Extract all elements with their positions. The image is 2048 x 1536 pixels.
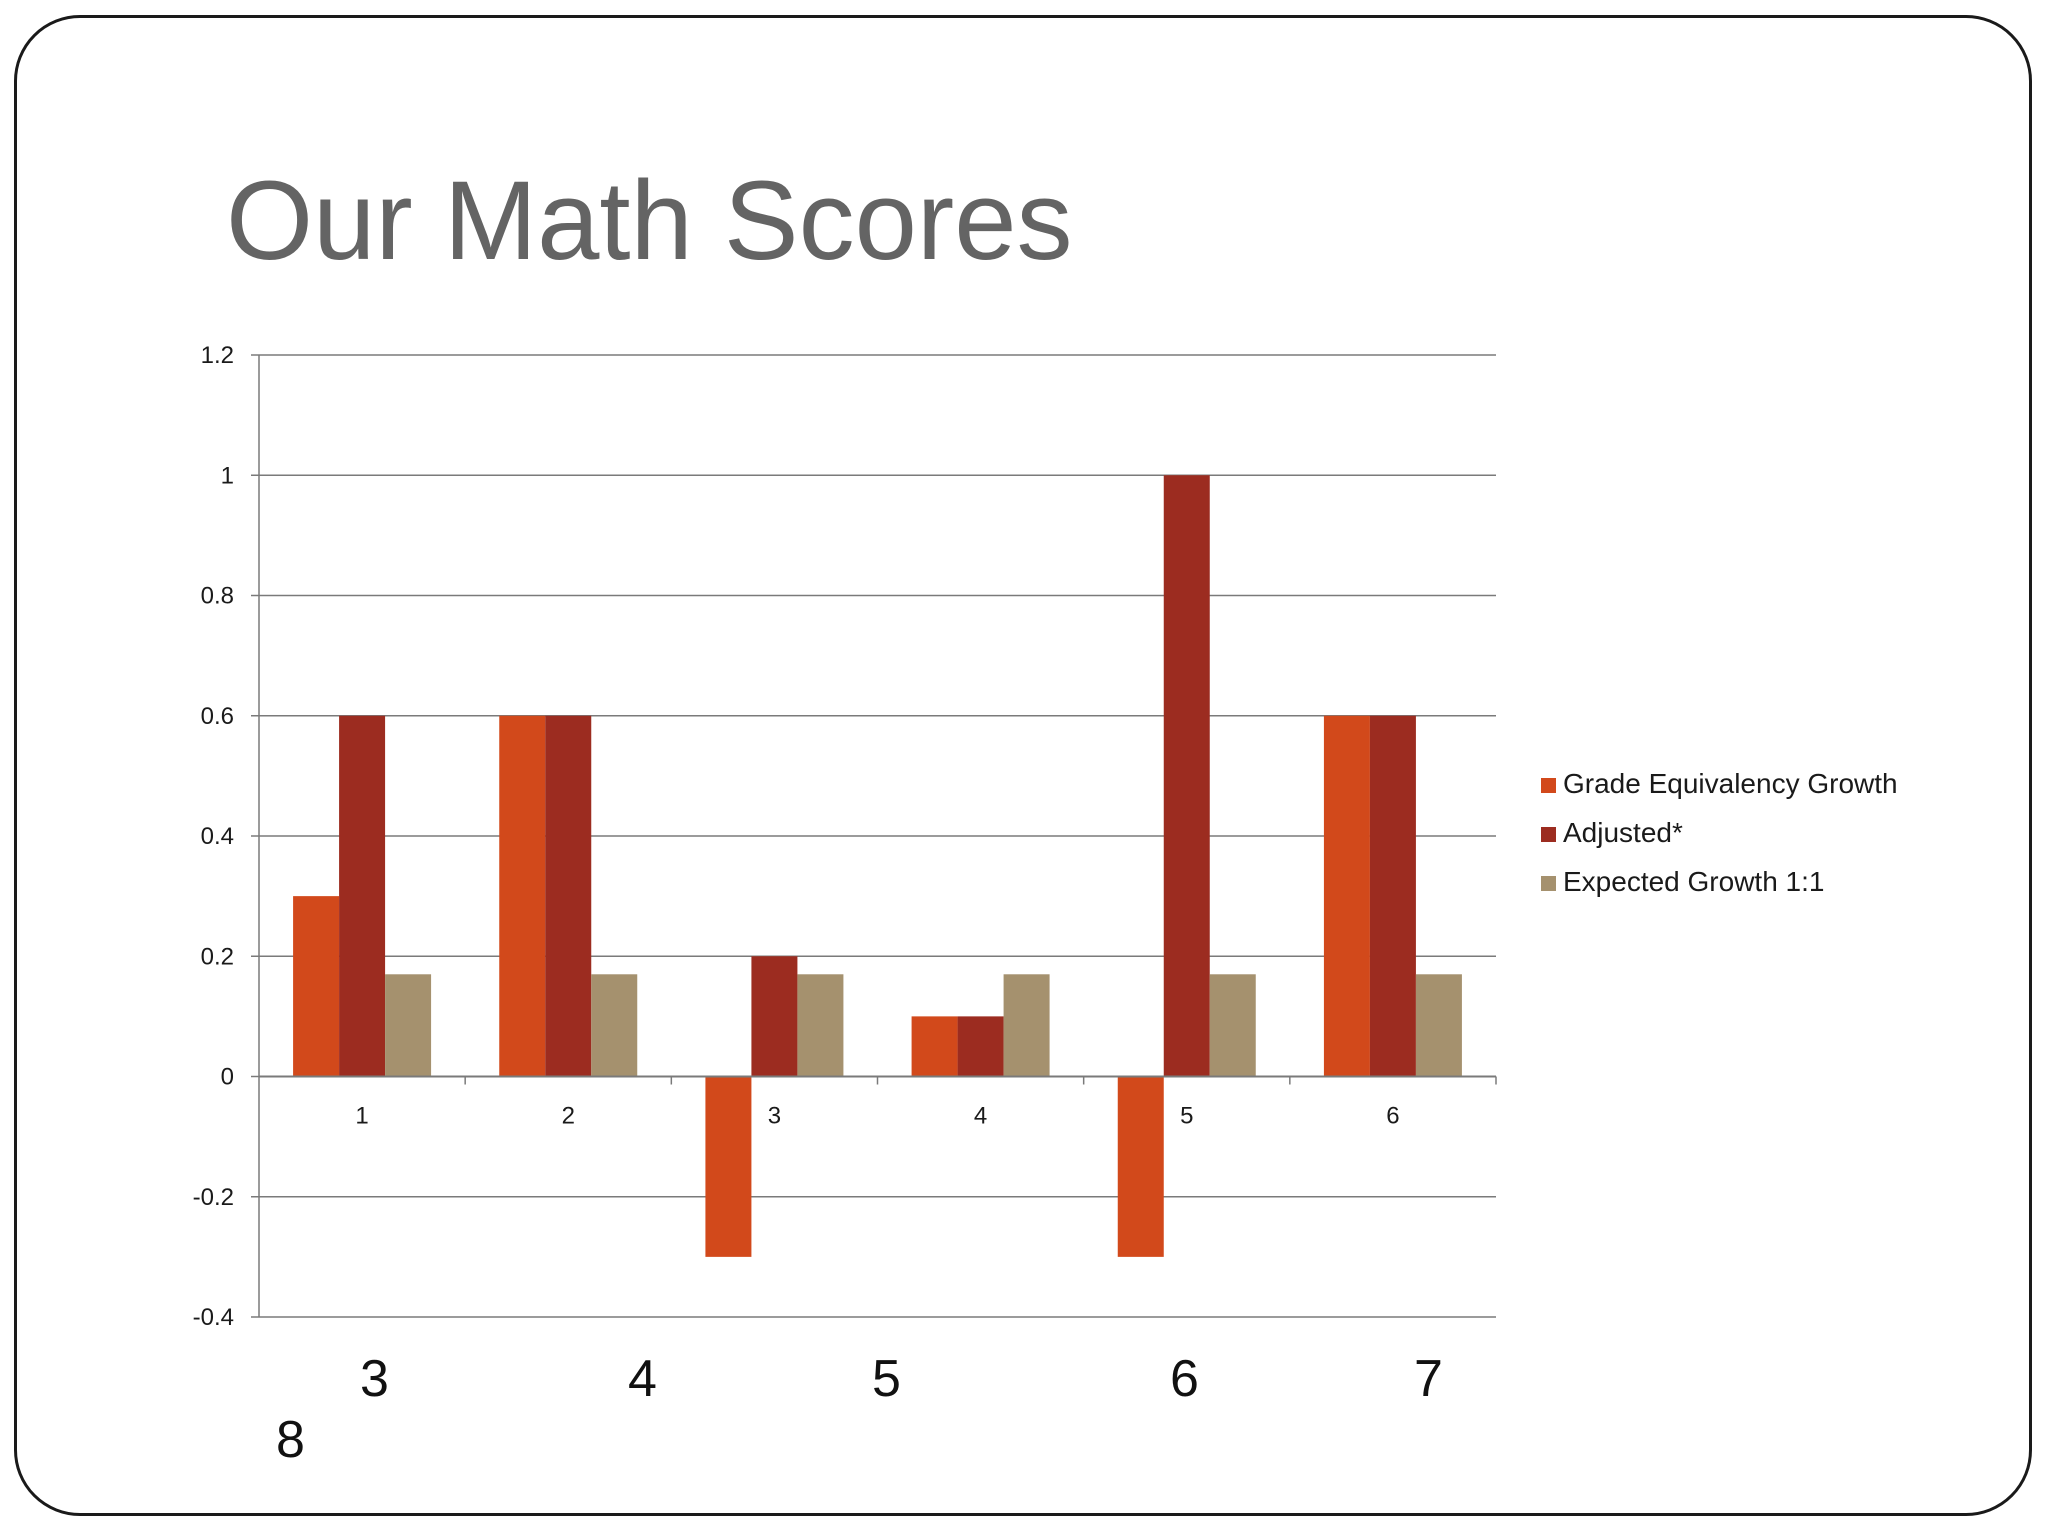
legend-swatch: [1541, 778, 1556, 793]
bar-1-4: [911, 1016, 958, 1077]
bar-1-6: [1323, 715, 1370, 1077]
y-tick-label: -0.4: [193, 1304, 234, 1331]
x-tick-label: 5: [1180, 1103, 1193, 1130]
legend-label: Adjusted*: [1563, 817, 1683, 848]
bar-3-3: [797, 974, 844, 1077]
bar-1-5: [1117, 1076, 1164, 1257]
y-tick-label: 1.2: [201, 342, 234, 369]
slide-title: Our Math Scores: [226, 158, 1073, 283]
x-tick-label: 1: [355, 1103, 368, 1130]
y-tick-label: 0: [221, 1064, 234, 1091]
y-tick-labels: 1.2 1 0.8 0.6 0.4 0.2 0 -0.2 -0.4: [193, 342, 234, 1331]
x-tick-label: 2: [562, 1103, 575, 1130]
bar-2-5: [1163, 475, 1210, 1077]
x-tick-label: 3: [768, 1103, 781, 1130]
bar-1-1: [293, 896, 340, 1077]
bar-2-3: [751, 956, 798, 1077]
bar-1-2: [499, 715, 546, 1077]
grade-label-4: 4: [628, 1350, 657, 1408]
legend-label: Grade Equivalency Growth: [1563, 768, 1898, 799]
bar-2-2: [545, 715, 592, 1077]
y-tick-label: 0.6: [201, 703, 234, 730]
grade-label-8: 8: [276, 1411, 305, 1469]
x-tick-labels: 1 2 3 4 5 6: [355, 1103, 1399, 1130]
grade-label-6: 6: [1170, 1350, 1199, 1408]
bar-2-6: [1369, 715, 1416, 1077]
y-tick-label: 0.8: [201, 583, 234, 610]
bar-3-2: [591, 974, 638, 1077]
y-tick-label: -0.2: [193, 1184, 234, 1211]
legend-label: Expected Growth 1:1: [1563, 866, 1824, 897]
axes: [251, 354, 1497, 1318]
gridlines: [259, 354, 1496, 1318]
bar-2-4: [957, 1016, 1004, 1077]
bar-3-6: [1415, 974, 1462, 1077]
bar-2-1: [339, 715, 386, 1077]
bar-3-5: [1209, 974, 1256, 1077]
bar-3-1: [385, 974, 432, 1077]
legend-swatch: [1541, 876, 1556, 891]
legend-swatch: [1541, 827, 1556, 842]
legend: Grade Equivalency Growth Adjusted* Expecte…: [1541, 768, 1898, 897]
bar-1-3: [705, 1076, 752, 1257]
grade-label-5: 5: [872, 1350, 901, 1408]
y-tick-label: 0.4: [201, 823, 234, 850]
x-tick-label: 6: [1386, 1103, 1399, 1130]
grade-label-3: 3: [360, 1350, 389, 1408]
grade-label-7: 7: [1414, 1350, 1443, 1408]
bar-3-4: [1003, 974, 1050, 1077]
y-tick-label: 0.2: [201, 943, 234, 970]
y-tick-label: 1: [221, 462, 234, 489]
x-tick-label: 4: [974, 1103, 987, 1130]
bars: [293, 475, 1462, 1257]
